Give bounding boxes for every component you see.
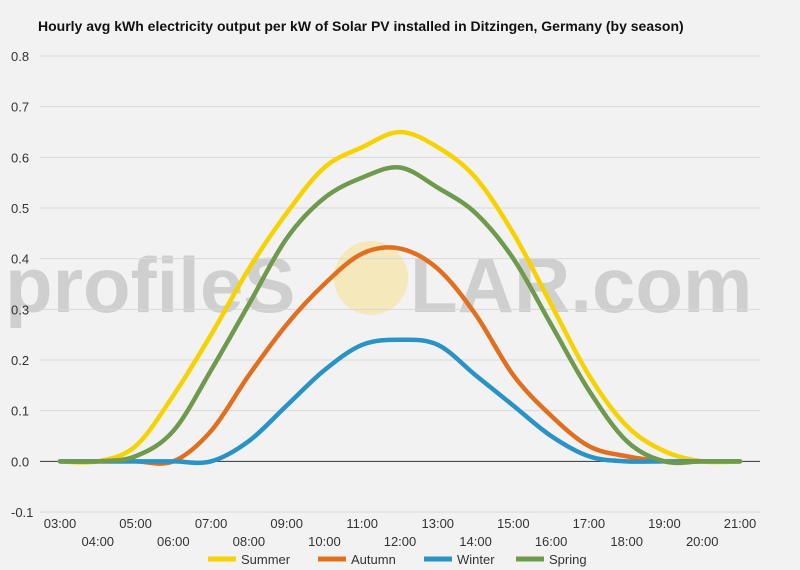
x-axis-ticks: 03:00 05:00 07:00 09:00 11:00 13:00 15:00 17:00… (44, 516, 757, 549)
y-tick-label: 0.0 (11, 454, 29, 469)
x-tick-label: 09:00 (270, 516, 303, 531)
legend-label: Spring (549, 552, 587, 567)
y-tick-label: 0.8 (11, 49, 29, 64)
x-tick-label: 14:00 (459, 534, 492, 549)
x-tick-label: 03:00 (44, 516, 77, 531)
series-line-winter (57, 337, 743, 466)
legend: Summer Autumn Winter Spring (208, 552, 587, 567)
y-tick-label: 0.4 (11, 252, 29, 267)
x-tick-label: 08:00 (233, 534, 266, 549)
series-line-summer (57, 129, 743, 465)
y-tick-label: 0.5 (11, 201, 29, 216)
x-tick-label: 20:00 (686, 534, 719, 549)
legend-label: Autumn (351, 552, 396, 567)
legend-label: Summer (241, 552, 291, 567)
x-tick-label: 04:00 (82, 534, 115, 549)
x-tick-label: 19:00 (648, 516, 681, 531)
chart-title: Hourly avg kWh electricity output per kW… (38, 18, 684, 34)
x-tick-label: 21:00 (724, 516, 757, 531)
grid (40, 55, 760, 513)
y-tick-label: 0.2 (11, 353, 29, 368)
watermark-text-left: profileS (5, 241, 295, 329)
y-tick-label: 0.7 (11, 100, 29, 115)
x-tick-label: 06:00 (157, 534, 190, 549)
x-tick-label: 17:00 (573, 516, 606, 531)
x-tick-label: 13:00 (422, 516, 455, 531)
x-tick-label: 18:00 (610, 534, 643, 549)
watermark-text-right: LAR.com (410, 241, 752, 329)
x-tick-label: 07:00 (195, 516, 228, 531)
x-tick-label: 05:00 (119, 516, 152, 531)
x-tick-label: 16:00 (535, 534, 568, 549)
y-tick-label: 0.1 (11, 404, 29, 419)
series-lines (57, 129, 743, 466)
y-tick-label: -0.1 (11, 505, 33, 520)
series-line-spring (57, 164, 743, 466)
x-tick-label: 10:00 (308, 534, 341, 549)
x-tick-label: 15:00 (497, 516, 530, 531)
y-tick-label: 0.3 (11, 302, 29, 317)
y-tick-label: 0.6 (11, 150, 29, 165)
watermark: profileS LAR.com (5, 241, 752, 329)
x-tick-label: 11:00 (346, 516, 378, 531)
y-axis-ticks: 0.8 0.7 0.6 0.5 0.4 0.3 0.2 0.1 0.0 -0.1 (11, 49, 33, 520)
legend-label: Winter (457, 552, 495, 567)
x-tick-label: 12:00 (384, 534, 417, 549)
